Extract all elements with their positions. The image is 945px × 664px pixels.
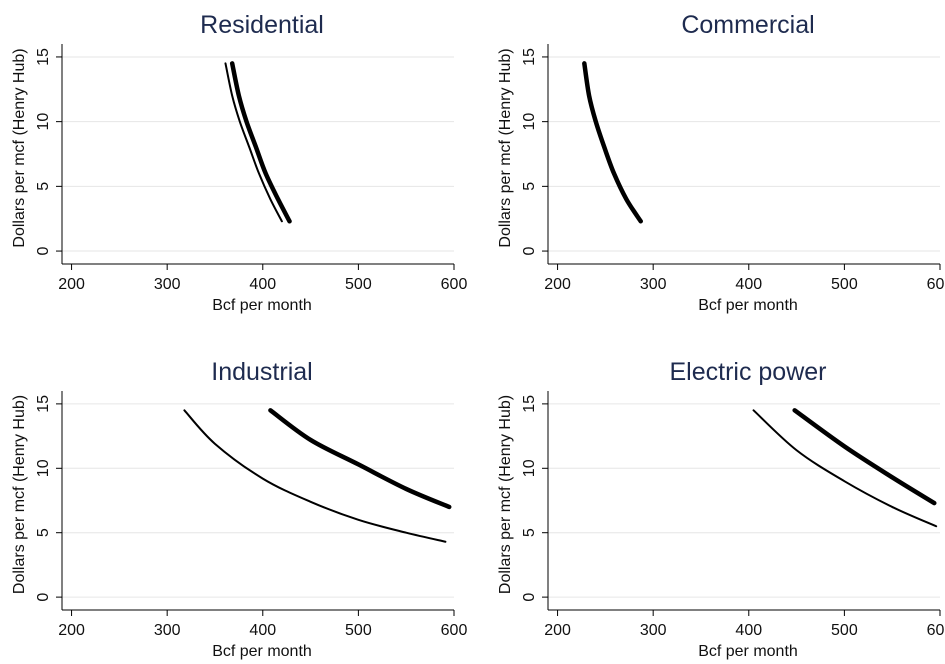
y-tick-label: 5	[35, 528, 52, 537]
x-tick-label: 500	[345, 276, 372, 293]
y-tick-label: 10	[35, 459, 52, 477]
x-tick-label: 200	[58, 276, 85, 293]
y-axis-label: Dollars per mcf (Henry Hub)	[497, 48, 514, 247]
y-tick-label: 15	[35, 395, 52, 413]
y-tick-label: 0	[521, 247, 538, 256]
x-axis-label: Bcf per month	[698, 643, 798, 660]
y-tick-label: 10	[521, 459, 538, 477]
x-tick-label: 200	[544, 276, 571, 293]
y-tick-label: 15	[521, 395, 538, 413]
series-line-thick	[792, 408, 937, 506]
y-tick-label: 15	[35, 48, 52, 66]
x-tick-label: 400	[735, 276, 762, 293]
series-line-thick	[268, 408, 452, 510]
series-line-thick	[229, 61, 292, 224]
x-axis-label: Bcf per month	[212, 643, 312, 660]
x-tick-label: 200	[544, 622, 571, 639]
x-tick-label: 300	[640, 622, 667, 639]
y-tick-label: 10	[35, 113, 52, 131]
y-tick-label: 5	[521, 528, 538, 537]
y-tick-label: 10	[521, 113, 538, 131]
panel-residential: 0 5 10 15 200 300 400 500 600 Residential Bcf per …	[11, 11, 467, 314]
y-tick-label: 0	[35, 247, 52, 256]
chart-title: Electric power	[670, 358, 827, 386]
series-line-thin	[224, 62, 283, 223]
panel-industrial: 0 5 10 15 200 300 400 500 600 Industrial Bcf per m…	[11, 358, 467, 660]
chart-title: Commercial	[681, 11, 814, 39]
panel-commercial: 0 5 10 15 200 300 400 500 600 Commercial Bcf per m…	[497, 11, 945, 314]
series-line-thin	[183, 409, 447, 543]
x-tick-label: 500	[345, 622, 372, 639]
x-tick-label: 600	[441, 622, 468, 639]
x-tick-label: 300	[640, 276, 667, 293]
x-tick-label: 400	[249, 276, 276, 293]
x-tick-label: 400	[249, 622, 276, 639]
x-tick-label: 200	[58, 622, 85, 639]
x-tick-label: 500	[831, 622, 858, 639]
x-tick-label: 300	[154, 276, 181, 293]
y-tick-label: 0	[35, 593, 52, 602]
chart-title: Industrial	[211, 358, 312, 386]
x-tick-label: 600	[927, 622, 945, 639]
x-axis-label: Bcf per month	[698, 297, 798, 314]
series-line-thick	[582, 61, 643, 224]
series-line-thin	[752, 409, 938, 528]
x-axis-label: Bcf per month	[212, 297, 312, 314]
y-tick-label: 15	[521, 48, 538, 66]
x-tick-label: 500	[831, 276, 858, 293]
y-axis-label: Dollars per mcf (Henry Hub)	[11, 395, 28, 594]
y-axis-label: Dollars per mcf (Henry Hub)	[497, 395, 514, 594]
y-tick-label: 5	[35, 182, 52, 191]
panel-electric-power: 0 5 10 15 200 300 400 500 600 Electric power Bcf p…	[497, 358, 945, 660]
y-tick-label: 5	[521, 182, 538, 191]
x-tick-label: 300	[154, 622, 181, 639]
x-tick-label: 400	[735, 622, 762, 639]
y-axis-label: Dollars per mcf (Henry Hub)	[11, 48, 28, 247]
chart-title: Residential	[200, 11, 324, 39]
y-tick-label: 0	[521, 593, 538, 602]
x-tick-label: 600	[441, 276, 468, 293]
x-tick-label: 600	[927, 276, 945, 293]
